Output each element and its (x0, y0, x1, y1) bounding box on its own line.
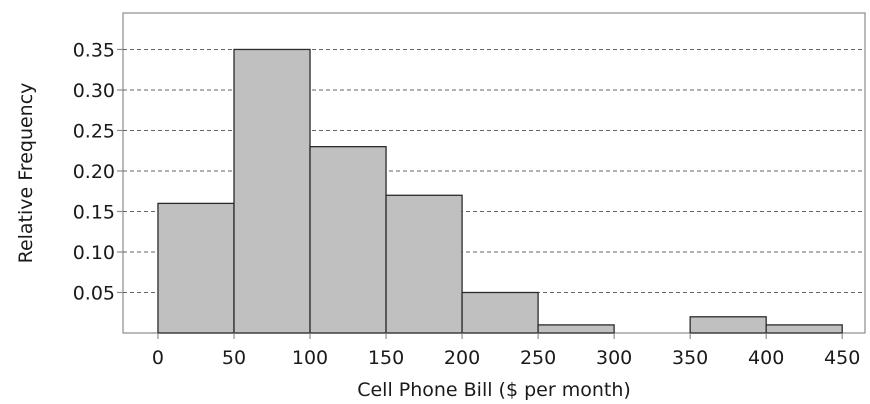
x-tick-label: 150 (368, 347, 404, 369)
y-tick-label: 0.05 (73, 282, 115, 304)
y-tick-label: 0.10 (73, 242, 115, 264)
histogram-bar (233, 48, 311, 334)
y-tick-label: 0.20 (73, 161, 115, 183)
x-tick-label: 0 (152, 347, 164, 369)
bars (157, 48, 843, 334)
x-tick-label: 250 (520, 347, 556, 369)
histogram-bar (461, 291, 539, 334)
x-tick-label: 450 (824, 347, 860, 369)
y-tick-label: 0.30 (73, 80, 115, 102)
x-tick-label: 200 (444, 347, 480, 369)
y-tick-label: 0.35 (73, 39, 115, 61)
histogram-bar (309, 146, 387, 334)
y-axis-ticks: 0.05 0.10 0.15 0.20 0.25 0.30 0.35 (73, 39, 123, 304)
histogram-bar (765, 324, 843, 334)
histogram-bar (157, 202, 235, 334)
histogram-bar (689, 316, 767, 334)
x-tick-label: 400 (748, 347, 784, 369)
histogram-bar (537, 324, 615, 334)
y-tick-label: 0.25 (73, 120, 115, 142)
x-axis-ticks: 0 50 100 150 200 250 300 350 400 450 (152, 333, 860, 369)
x-tick-label: 350 (672, 347, 708, 369)
y-axis-title: Relative Frequency (15, 83, 37, 264)
x-tick-label: 100 (292, 347, 328, 369)
y-tick-label: 0.15 (73, 201, 115, 223)
x-axis-title: Cell Phone Bill ($ per month) (357, 379, 631, 401)
x-tick-label: 300 (596, 347, 632, 369)
histogram-bar (385, 194, 463, 334)
x-tick-label: 50 (222, 347, 246, 369)
